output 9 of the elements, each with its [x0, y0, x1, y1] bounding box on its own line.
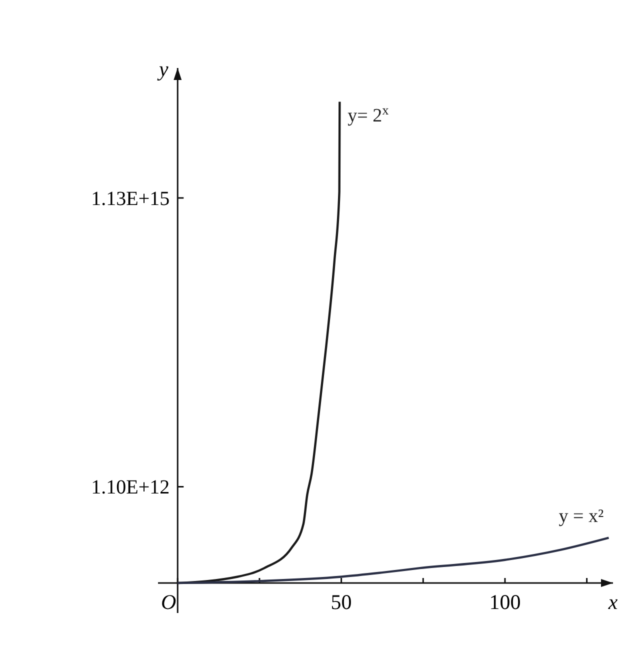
x-tick-label: 50: [330, 590, 352, 614]
annotation: 1.10E+12: [91, 476, 170, 499]
series-label: y = x²: [558, 506, 604, 527]
annotation: 1.13E+15: [91, 188, 170, 210]
x-tick-label: O: [161, 590, 176, 614]
x-tick-label: 100: [489, 590, 521, 614]
y-axis-title: y: [156, 57, 169, 81]
series-label: y= 2$^{x}$: [348, 102, 390, 127]
x-axis-title: x: [607, 590, 618, 614]
